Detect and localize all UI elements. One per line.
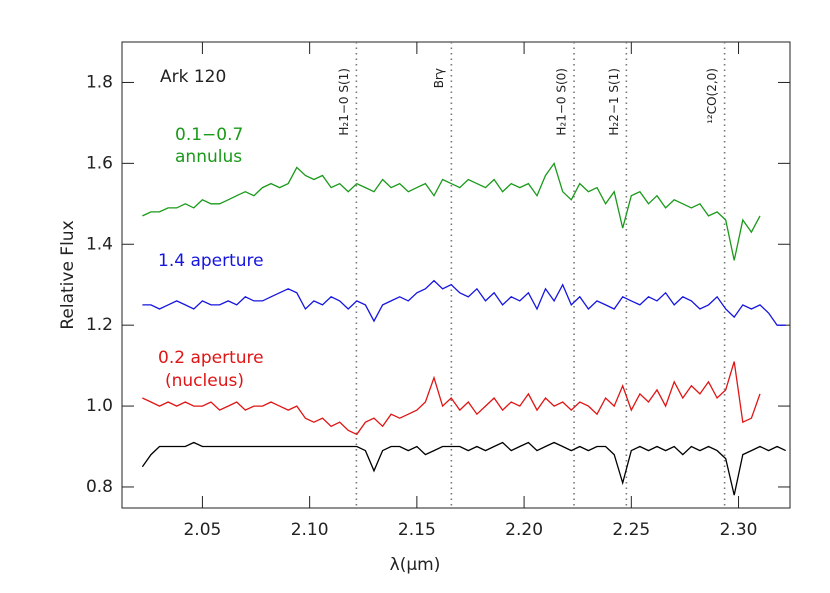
x-tick-label: 2.05: [183, 520, 221, 540]
y-tick-label: 1.4: [86, 234, 113, 254]
feature-label: H₂1−0 S(1): [337, 68, 351, 136]
y-axis-label: Relative Flux: [58, 220, 78, 329]
x-axis-label: λ(μm): [390, 555, 441, 575]
plot-frame: [121, 41, 791, 509]
y-tick-label: 0.8: [86, 477, 113, 497]
x-tick-label: 2.25: [612, 520, 650, 540]
x-tick-label: 2.15: [398, 520, 436, 540]
spectrum: [142, 279, 786, 326]
feature-label: H₂1−0 S(0): [555, 68, 569, 136]
series-label: 0.1−0.7: [175, 125, 243, 145]
x-tick-label: 2.20: [505, 520, 543, 540]
feature-label: H₂2−1 S(1): [607, 68, 621, 136]
chart-label: Ark 120: [160, 67, 226, 87]
series-label: (nucleus): [165, 371, 244, 391]
y-tick-label: 1.0: [86, 396, 113, 416]
y-tick-label: 1.6: [86, 153, 113, 173]
spectrum: [142, 361, 761, 436]
series-label: 0.2 aperture: [158, 348, 264, 368]
spectrum: [142, 161, 761, 261]
series-label: annulus: [175, 147, 242, 167]
y-tick-label: 1.2: [86, 315, 113, 335]
y-tick-label: 1.8: [86, 72, 113, 92]
x-tick-label: 2.10: [291, 520, 329, 540]
series-label: 1.4 aperture: [158, 251, 264, 271]
feature-label: ¹²CO(2,0): [705, 68, 719, 124]
x-tick-label: 2.30: [720, 520, 758, 540]
spectrum: [141, 441, 786, 496]
feature-label: Brγ: [432, 68, 446, 88]
